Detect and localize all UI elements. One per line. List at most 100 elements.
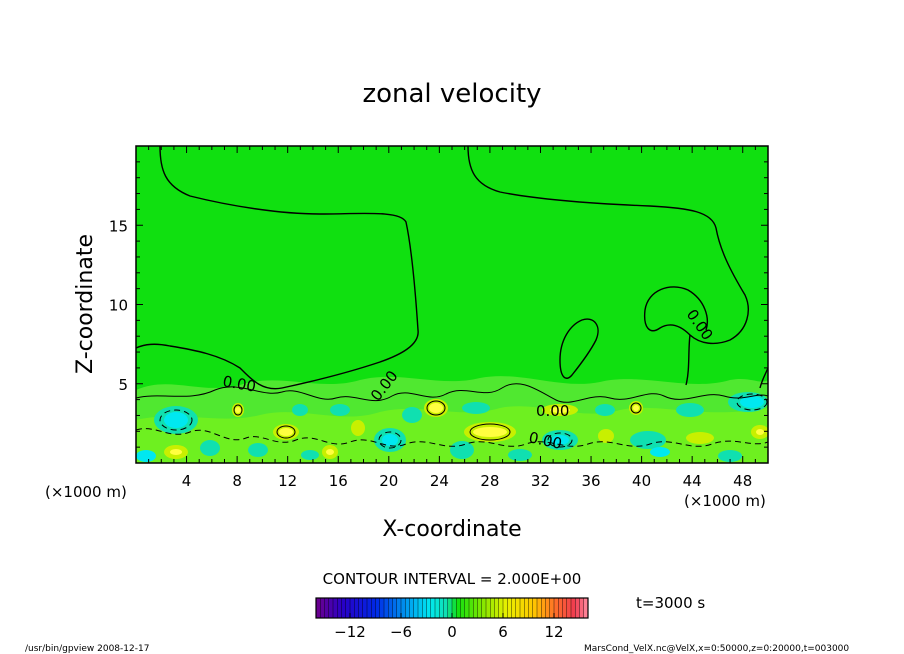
contour-lines <box>136 146 768 449</box>
x-tick-label: 44 <box>683 472 702 490</box>
colorbar-cell <box>328 598 334 618</box>
x-unit-left: (×1000 m) <box>45 483 127 501</box>
colorbar-cell <box>562 598 568 618</box>
x-tick-label: 48 <box>733 472 752 490</box>
blobs-negative <box>136 392 768 462</box>
x-tick-label: 32 <box>531 472 550 490</box>
colorbar-cell <box>579 598 585 618</box>
colorbar-cell <box>388 598 393 618</box>
y-tick-label: 15 <box>109 217 128 235</box>
colorbar-cell <box>350 598 355 618</box>
colorbar-cell <box>566 598 572 618</box>
colorbar-cell <box>396 598 402 618</box>
colorbar-cell <box>435 598 440 618</box>
colorbar-cell <box>486 598 491 618</box>
contour-neg-cell-2 <box>736 393 768 411</box>
colorbar-cell <box>554 598 559 618</box>
colorbar-cell <box>473 598 478 618</box>
y-axis: 5 10 15 <box>109 145 768 464</box>
x-tick-label: 40 <box>632 472 651 490</box>
colorbar-cell <box>515 598 521 618</box>
x-tick-label: 36 <box>581 472 600 490</box>
colorbar-cell <box>401 598 406 618</box>
colorbar-cell <box>481 598 487 618</box>
zero-contour-right <box>467 146 749 345</box>
contour-minus-2 <box>136 428 768 447</box>
colorbar-tick-label: 6 <box>498 623 508 641</box>
colorbar-cell <box>549 598 555 618</box>
contour-label-3: 0.00 <box>536 402 569 420</box>
y-tick-label: 10 <box>109 297 128 315</box>
colorbar-cell <box>571 598 576 618</box>
colorbar-cell <box>333 598 338 618</box>
colorbar-cell <box>324 598 330 618</box>
colorbar-tick-label: 12 <box>544 623 563 641</box>
colorbar-cell <box>511 598 517 618</box>
colorbar-cell <box>430 598 436 618</box>
y-axis-label: Z-coordinate <box>73 234 98 374</box>
colorbar-cell <box>532 598 538 618</box>
contour-interval: CONTOUR INTERVAL = 2.000E+00 <box>323 570 582 588</box>
colorbar-cell <box>452 598 457 618</box>
colorbar-cell <box>575 598 580 618</box>
colorbar-cell <box>447 598 453 618</box>
x-tick-label: 12 <box>278 472 297 490</box>
colorbar-cell <box>422 598 427 618</box>
colorbar-cell <box>409 598 415 618</box>
colorbar-cell <box>494 598 500 618</box>
colorbar-cell <box>375 598 381 618</box>
x-axis: 4 8 12 16 20 24 28 32 36 40 44 48 <box>135 146 769 490</box>
colorbar-cell <box>456 598 461 618</box>
contour-pos-cell-1 <box>426 400 446 416</box>
colorbar-cell <box>469 598 474 618</box>
colorbar-cell <box>443 598 449 618</box>
colorbar-cell <box>520 598 525 618</box>
velocity-field: 0.00 0.00 0.00 0.00 0.00 <box>136 146 768 463</box>
footer-left: /usr/bin/gpview 2008-12-17 <box>25 644 149 654</box>
colorbar-tick-label: −6 <box>390 623 412 641</box>
colorbar-cell <box>464 598 470 618</box>
footer-right: MarsCond_VelX.nc@VelX,x=0:50000,z=0:2000… <box>584 644 849 654</box>
colorbar-tick-label: 0 <box>447 623 457 641</box>
colorbar-cell <box>316 598 321 618</box>
zero-contour-branch <box>685 334 691 386</box>
colorbar-cell <box>371 598 376 618</box>
x-axis-label: X-coordinate <box>382 517 521 542</box>
contour-pos-cell-3 <box>276 425 296 439</box>
colorbar-cell <box>367 598 372 618</box>
contour-neg-cell-1 <box>159 409 193 431</box>
x-tick-label: 4 <box>182 472 192 490</box>
contour-label-1: 0.00 <box>221 372 257 396</box>
colorbar-cell <box>392 598 398 618</box>
colorbar-cell <box>341 598 347 618</box>
colorbar-cell <box>320 598 325 618</box>
colorbar <box>315 598 589 618</box>
colorbar-cell <box>583 598 589 618</box>
zero-contour-left <box>136 146 419 390</box>
zero-contour-edge <box>759 367 768 389</box>
zero-contour-loop <box>559 318 599 379</box>
contour-plus-2 <box>136 383 768 403</box>
colorbar-cell <box>337 598 342 618</box>
colorbar-cell <box>558 598 563 618</box>
contour-neg-cell-3 <box>547 432 573 448</box>
x-tick-label: 28 <box>480 472 499 490</box>
colorbar-cell <box>545 598 551 618</box>
colorbar-cell <box>439 598 444 618</box>
contour-pos-cell-4 <box>630 402 642 414</box>
colorbar-cell <box>354 598 359 618</box>
time-label: t=3000 s <box>636 594 705 612</box>
colorbar-cell <box>413 598 419 618</box>
contour-pos-cell-2 <box>469 423 511 441</box>
colorbar-cell <box>384 598 389 618</box>
x-tick-label: 16 <box>329 472 348 490</box>
x-tick-label: 20 <box>379 472 398 490</box>
x-tick-label: 24 <box>430 472 449 490</box>
y-tick-label: 5 <box>118 376 128 394</box>
colorbar-cell <box>498 598 504 618</box>
colorbar-cell <box>405 598 410 618</box>
chart-title: zonal velocity <box>362 79 541 109</box>
x-unit-right: (×1000 m) <box>684 492 766 510</box>
colorbar-cell <box>477 598 483 618</box>
colorbar-cell <box>541 598 546 618</box>
